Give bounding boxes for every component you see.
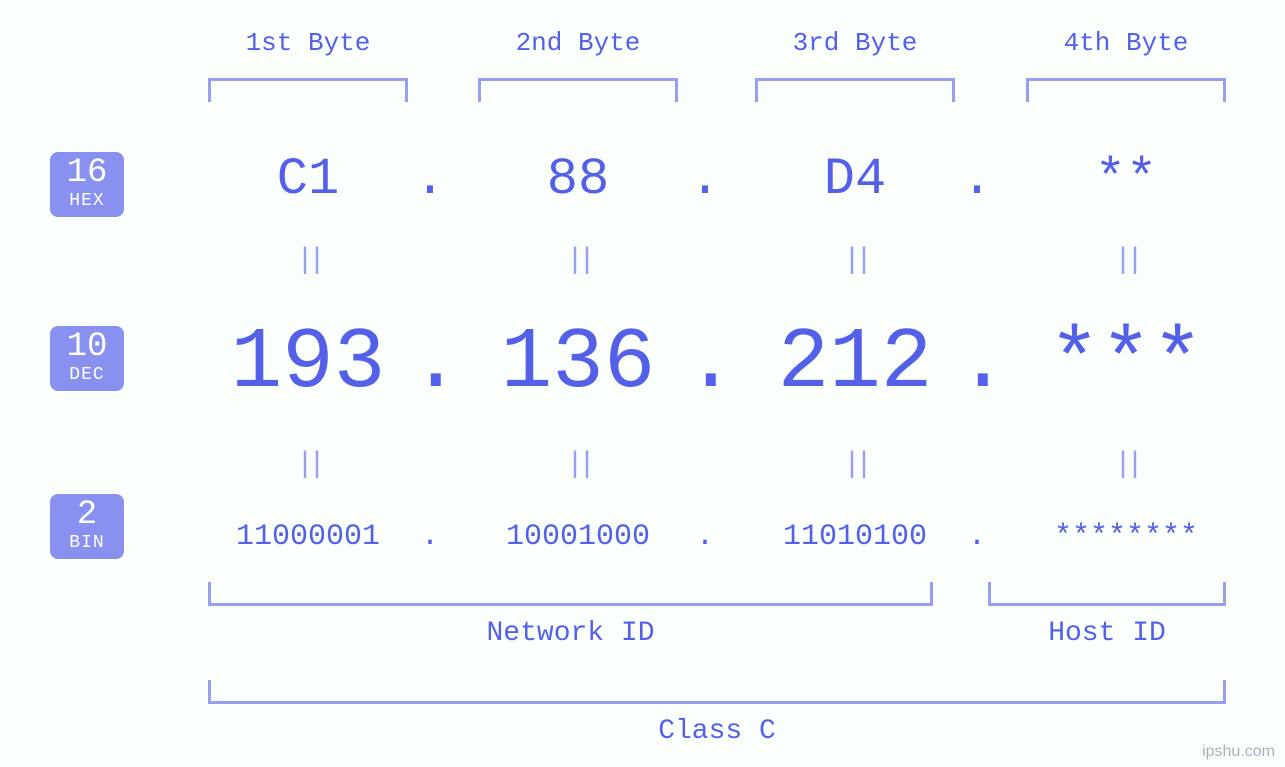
bin-byte-4: ******** xyxy=(1008,520,1244,554)
base-badge-bin: 2 BIN xyxy=(50,494,124,559)
equals-1-2: || xyxy=(548,244,608,278)
byte-header-2: 2nd Byte xyxy=(478,28,678,58)
equals-2-3: || xyxy=(825,448,885,482)
base-badge-dec-label: DEC xyxy=(50,366,124,385)
equals-1-4: || xyxy=(1096,244,1156,278)
dec-byte-4: *** xyxy=(1008,314,1244,412)
dec-byte-1: 193 xyxy=(190,314,426,412)
hex-byte-1: C1 xyxy=(190,150,426,209)
dec-sep-2: . xyxy=(685,314,725,412)
label-host: Host ID xyxy=(988,618,1226,649)
bin-sep-1: . xyxy=(410,520,450,554)
base-badge-bin-num: 2 xyxy=(50,498,124,534)
dec-sep-1: . xyxy=(410,314,450,412)
base-badge-dec: 10 DEC xyxy=(50,326,124,391)
hex-sep-2: . xyxy=(685,150,725,209)
byte-header-3: 3rd Byte xyxy=(755,28,955,58)
equals-1-1: || xyxy=(278,244,338,278)
base-badge-hex-label: HEX xyxy=(50,192,124,211)
hex-byte-3: D4 xyxy=(737,150,973,209)
equals-2-1: || xyxy=(278,448,338,482)
bin-byte-1: 11000001 xyxy=(190,520,426,554)
bin-sep-3: . xyxy=(957,520,997,554)
equals-2-2: || xyxy=(548,448,608,482)
bin-byte-2: 10001000 xyxy=(460,520,696,554)
base-badge-dec-num: 10 xyxy=(50,330,124,366)
label-class: Class C xyxy=(208,716,1226,747)
bracket-host xyxy=(988,582,1226,606)
label-network: Network ID xyxy=(208,618,933,649)
bracket-network xyxy=(208,582,933,606)
bin-byte-3: 11010100 xyxy=(737,520,973,554)
watermark: ipshu.com xyxy=(1202,743,1275,761)
dec-byte-2: 136 xyxy=(460,314,696,412)
bin-sep-2: . xyxy=(685,520,725,554)
equals-2-4: || xyxy=(1096,448,1156,482)
equals-1-3: || xyxy=(825,244,885,278)
base-badge-hex-num: 16 xyxy=(50,156,124,192)
dec-byte-3: 212 xyxy=(737,314,973,412)
byte-bracket-1 xyxy=(208,78,408,102)
base-badge-hex: 16 HEX xyxy=(50,152,124,217)
hex-byte-4: ** xyxy=(1008,150,1244,209)
byte-header-4: 4th Byte xyxy=(1026,28,1226,58)
hex-sep-1: . xyxy=(410,150,450,209)
byte-header-1: 1st Byte xyxy=(208,28,408,58)
hex-sep-3: . xyxy=(957,150,997,209)
byte-bracket-4 xyxy=(1026,78,1226,102)
bracket-class xyxy=(208,680,1226,704)
hex-byte-2: 88 xyxy=(460,150,696,209)
byte-bracket-3 xyxy=(755,78,955,102)
byte-bracket-2 xyxy=(478,78,678,102)
dec-sep-3: . xyxy=(957,314,997,412)
base-badge-bin-label: BIN xyxy=(50,534,124,553)
